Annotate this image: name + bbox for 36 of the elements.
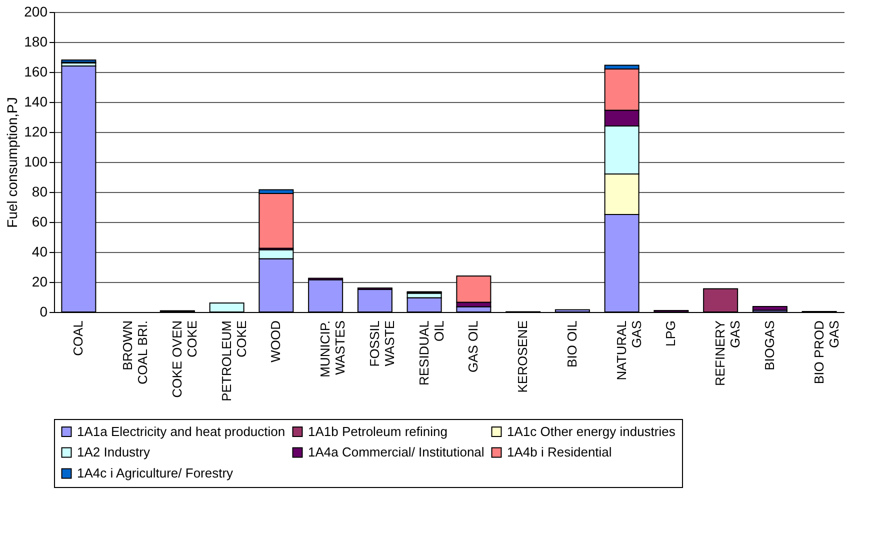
x-tick-label: NATURAL GAS [614,320,644,380]
x-tick-label: MUNICIP. WASTES [318,320,348,378]
x-tick-label: COAL [70,320,86,356]
y-tick-label: 80 [32,184,48,200]
legend-label: 1A4b i Residential [507,444,612,460]
legend-label: 1A1c Other energy industries [507,424,676,439]
y-axis-title: Fuel consumption,PJ [4,97,20,228]
x-tick-label: WOOD [268,320,284,362]
x-tick-label: BIO PROD GAS [811,320,842,384]
x-tick-label: LPG [663,320,678,347]
legend-label: 1A1b Petroleum refining [308,424,448,439]
x-tick-label: REFINERY GAS [712,320,743,386]
legend-label: 1A4c i Agriculture/ Forestry [77,466,234,480]
y-tick-label: 160 [24,64,48,80]
y-tick-label: 120 [24,124,48,140]
y-tick-label: 100 [24,154,48,170]
y-tick-label: 180 [24,34,48,50]
x-tick-label: GAS OIL [466,320,481,373]
legend-label: 1A2 Industry [77,444,150,460]
x-tick-label: BIOGAS [762,320,777,370]
x-tick-label: BROWN COAL BRI. [120,320,150,384]
y-tick-label: 20 [32,274,48,290]
bar [752,306,788,311]
y-tick-label: 60 [32,214,48,230]
legend-label: 1A4a Commercial/ Institutional [308,444,484,460]
y-tick-label: 0 [40,304,48,320]
y-tick-label: 40 [32,244,48,260]
x-tick-label: RESIDUAL OIL [416,320,446,386]
x-tick-label: KEROSENE [515,320,530,393]
legend-label: 1A1a Electricity and heat production [77,424,286,439]
x-tick-label: BIO OIL [564,320,580,368]
y-tick-label: 200 [24,4,48,20]
x-tick-label: FOSSIL WASTE [366,320,397,367]
y-tick-label: 140 [24,94,48,110]
x-tick-label: COKE OVEN COKE [169,320,200,398]
x-tick-label: PETROLEUM COKE [218,320,249,402]
